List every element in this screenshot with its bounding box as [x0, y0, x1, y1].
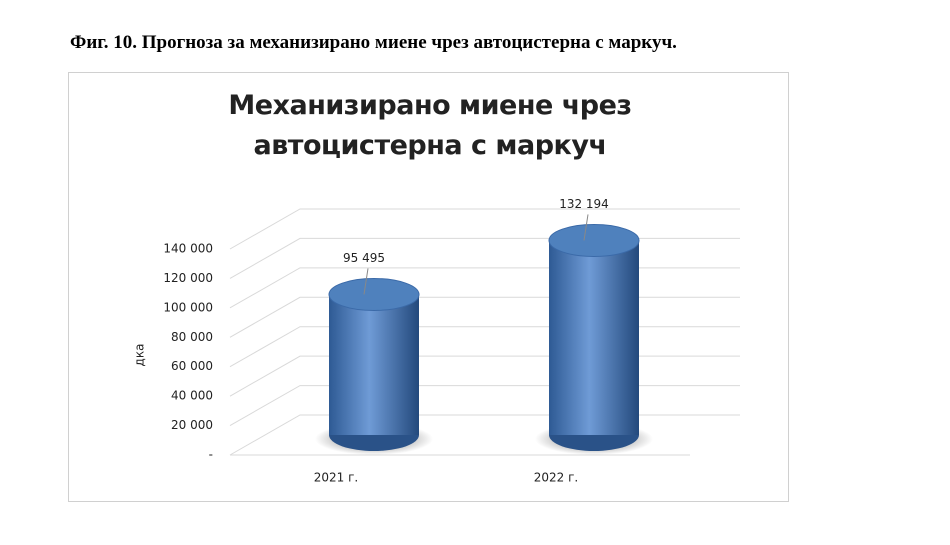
bar-top [548, 223, 640, 257]
y-tick-label: 100 000 [163, 300, 213, 314]
y-tick-label: 20 000 [171, 418, 213, 432]
y-tick-label: 80 000 [171, 330, 213, 344]
leader-line [363, 268, 369, 295]
chart-title: Механизирано миене чрез автоцистерна с м… [228, 90, 632, 161]
value-label: 95 495 [343, 251, 385, 265]
bar [329, 294, 419, 435]
grid-line [229, 208, 740, 250]
value-label: 132 194 [559, 197, 609, 211]
grid-line [229, 296, 740, 338]
leader-line [583, 214, 589, 241]
y-axis-label: дка [133, 344, 147, 367]
grid-line [229, 385, 740, 427]
bar [549, 240, 639, 435]
x-tick-label: 2021 г. [314, 471, 358, 485]
bar-top [328, 277, 420, 311]
y-tick-label: 40 000 [171, 389, 213, 403]
figure-caption: Фиг. 10. Прогноза за механизирано миене … [70, 32, 677, 53]
grid-line [229, 326, 740, 368]
x-tick-label: 2022 г. [534, 471, 578, 485]
y-tick-label: - [209, 448, 213, 462]
y-tick-label: 140 000 [163, 242, 213, 256]
chart-frame [68, 72, 789, 502]
y-tick-label: 120 000 [163, 271, 213, 285]
grid-line [229, 355, 740, 397]
grid-line [229, 414, 740, 456]
grid-line [229, 237, 740, 279]
y-tick-label: 60 000 [171, 359, 213, 373]
grid-line [229, 267, 740, 309]
